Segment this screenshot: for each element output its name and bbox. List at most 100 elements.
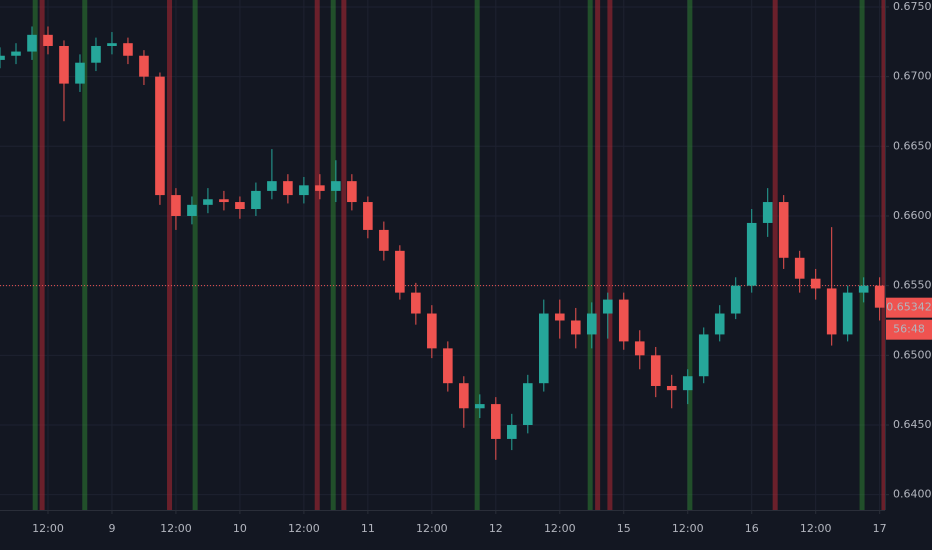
candle-body	[11, 51, 21, 56]
session-marker	[39, 0, 45, 510]
candle-body	[283, 181, 293, 196]
x-tick-label: 12:00	[32, 522, 64, 535]
candle-body	[586, 313, 597, 335]
candle-body	[570, 320, 581, 335]
candle-body	[155, 76, 165, 196]
session-marker	[314, 0, 320, 510]
candle-body	[219, 199, 229, 203]
candle-body	[363, 202, 373, 230]
candle-body	[602, 299, 613, 314]
candle-body	[75, 62, 85, 84]
candle-body	[730, 285, 741, 314]
candle-body	[187, 204, 197, 216]
candle-body	[618, 299, 629, 342]
countdown-label: 56:48	[893, 323, 925, 336]
candle-body	[778, 202, 789, 258]
session-marker	[330, 0, 336, 510]
candle-body	[491, 404, 501, 439]
candle-body	[315, 185, 325, 191]
x-tick-label: 12:00	[160, 522, 192, 535]
candle-body	[107, 43, 117, 46]
x-tick-label: 12:00	[544, 522, 576, 535]
candle-body	[762, 202, 773, 223]
x-tick-label: 12:00	[416, 522, 448, 535]
candle-body	[123, 43, 133, 56]
session-marker	[474, 0, 480, 510]
candle-body	[379, 229, 389, 251]
candle-body	[139, 55, 149, 77]
session-marker	[167, 0, 173, 510]
candle-body	[475, 404, 485, 409]
candle-body	[59, 45, 69, 84]
session-marker	[881, 0, 885, 510]
candle-body	[794, 257, 805, 279]
candle-body	[43, 34, 53, 46]
y-tick-label: 0.64000	[893, 488, 932, 501]
x-tick-label: 10	[233, 522, 247, 535]
x-tick-label: 11	[361, 522, 375, 535]
candle-body	[0, 55, 5, 60]
candle-body	[411, 292, 421, 314]
candle-body	[810, 278, 821, 289]
candle-body	[682, 376, 693, 391]
last-price-box	[886, 297, 932, 318]
session-marker	[859, 0, 865, 510]
last-price-label: 0.65342	[886, 301, 932, 314]
x-tick-label: 12	[489, 522, 503, 535]
session-marker	[32, 0, 38, 510]
candle-body	[395, 250, 405, 293]
countdown-box	[886, 319, 932, 340]
candle-body	[634, 341, 645, 356]
session-marker	[595, 0, 601, 510]
x-tick-label: 12:00	[672, 522, 704, 535]
candle-body	[331, 181, 341, 191]
candle-body	[203, 199, 213, 205]
session-marker	[192, 0, 198, 510]
x-tick-label: 17	[873, 522, 887, 535]
session-marker	[587, 0, 593, 510]
candle-body	[554, 313, 565, 321]
candle-body	[443, 348, 453, 384]
candle-body	[267, 181, 277, 191]
candle-body	[171, 195, 181, 216]
x-tick-label: 12:00	[288, 522, 320, 535]
candle-body	[666, 385, 677, 391]
x-tick-label: 9	[108, 522, 115, 535]
x-tick-label: 12:00	[800, 522, 832, 535]
candle-body	[746, 222, 757, 286]
session-marker	[687, 0, 693, 510]
candle-body	[698, 334, 709, 377]
candle-body	[251, 190, 261, 210]
candle-body	[91, 45, 101, 63]
candle-body	[874, 285, 885, 308]
candle-body	[842, 292, 853, 335]
candle-body	[650, 355, 661, 386]
candle-body	[347, 181, 357, 203]
candle-body	[459, 383, 469, 409]
session-marker	[607, 0, 613, 510]
candle-body	[427, 313, 437, 349]
candle-body	[538, 313, 549, 384]
candle-body	[27, 34, 37, 52]
candle-body	[523, 383, 533, 425]
candle-body	[858, 285, 869, 293]
x-tick-label: 15	[617, 522, 631, 535]
session-marker	[772, 0, 778, 510]
session-marker	[341, 0, 347, 510]
session-marker	[82, 0, 88, 510]
candle-body	[507, 425, 517, 439]
x-tick-label: 16	[745, 522, 759, 535]
candle-body	[826, 288, 837, 335]
candle-body	[714, 313, 725, 335]
candle-body	[235, 202, 245, 210]
